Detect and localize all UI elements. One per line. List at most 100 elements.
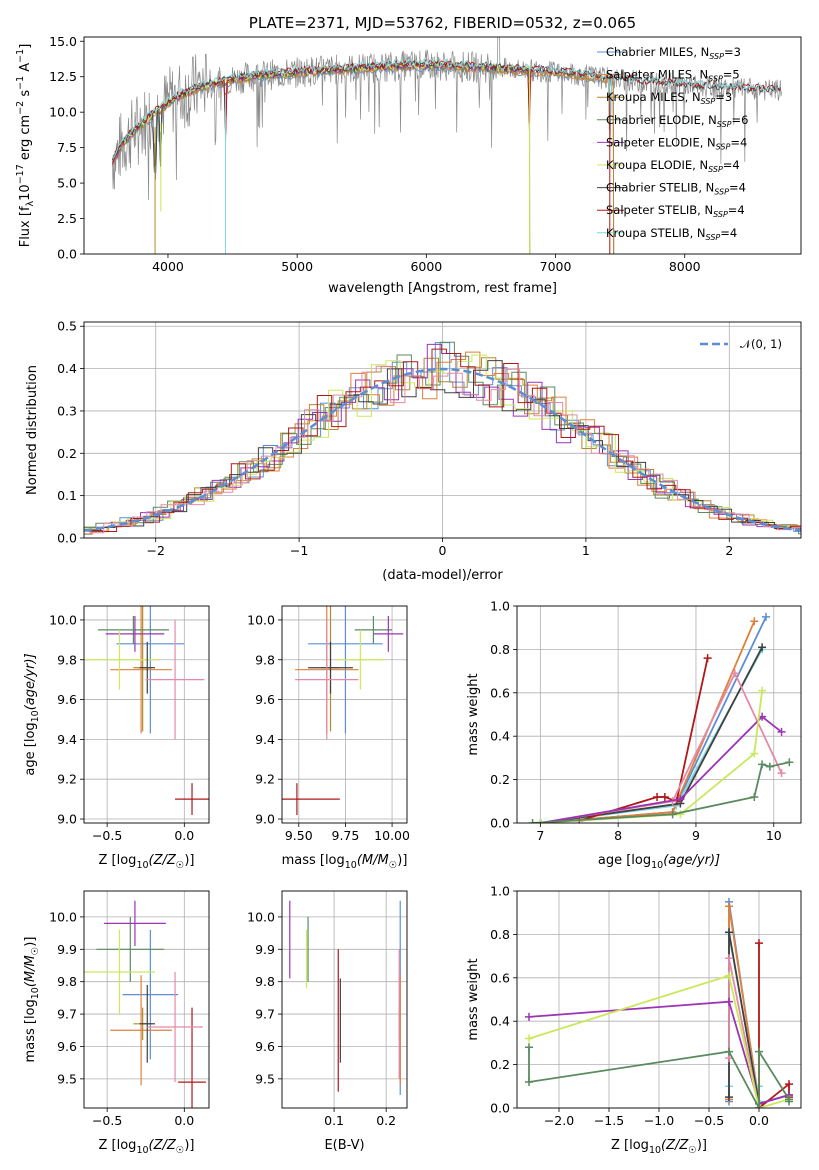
y-tick-label: 10.0 bbox=[49, 105, 77, 120]
mass_vs_Z-panel: −0.5 0.09.59.69.79.89.910.0Z [log10(Z/Z☉)… bbox=[23, 890, 210, 1156]
y-tick-label: 9.6 bbox=[57, 1039, 77, 1054]
legend-label: Kroupa ELODIE, NSSP=4 bbox=[606, 158, 740, 174]
legend-label-name: Salpeter ELODIE, N bbox=[606, 135, 716, 149]
error-bar-point bbox=[178, 1007, 206, 1108]
y-axis-label: mass [log10(M/M☉)] bbox=[23, 937, 41, 1063]
x-tick-label: −1.0 bbox=[644, 1113, 674, 1128]
y-tick-label: 9.4 bbox=[57, 732, 77, 747]
x-tick-label: 8 bbox=[614, 828, 622, 843]
x-axis-label: mass [log10(M/M☉)] bbox=[282, 853, 408, 871]
axes-frame bbox=[516, 890, 802, 1109]
y-tick-label: 0.5 bbox=[57, 319, 77, 334]
y-tick-label: 2.5 bbox=[57, 211, 77, 226]
x-tick-label: 8000 bbox=[669, 259, 701, 274]
residuals-plot-area bbox=[84, 341, 801, 535]
x-axis-label-part: )] bbox=[184, 853, 194, 868]
x-tick-label: −0.5 bbox=[92, 828, 122, 843]
x-axis-label-part: (age/yr)] bbox=[663, 853, 720, 868]
mass_weight_vs_Z-panel: −2.0 −1.5 −1.0 −0.5 0.0 0.0 0.2 0.4 0.6 0.8 1.0 Z [… bbox=[466, 884, 802, 1156]
error-bar-point bbox=[336, 629, 385, 690]
x-tick-label: 5000 bbox=[281, 259, 313, 274]
error-bar-point bbox=[110, 975, 172, 1086]
legend-label-suffix: =6 bbox=[732, 113, 749, 127]
legend-label: Salpeter ELODIE, NSSP=4 bbox=[606, 135, 747, 151]
x-axis-label-part: Z [log bbox=[99, 1138, 137, 1153]
y-tick-label: 9.4 bbox=[255, 732, 275, 747]
y-axis-label-part: ☉ bbox=[30, 947, 41, 956]
x-tick-label: −1.5 bbox=[594, 1113, 624, 1128]
weight-marker bbox=[761, 612, 770, 621]
x-axis-label-part: mass [log bbox=[282, 853, 345, 868]
chart-title: PLATE=2371, MJD=53762, FIBERID=0532, z=0… bbox=[249, 14, 636, 32]
mass_weight_vs_Z-plot-area bbox=[525, 897, 793, 1108]
legend-label-name: Chabrier MILES, N bbox=[606, 45, 709, 59]
x-tick-label: 4000 bbox=[152, 259, 184, 274]
weight-marker bbox=[725, 997, 733, 1006]
legend-label-suffix: =5 bbox=[723, 68, 740, 82]
x-tick-label: 9 bbox=[692, 828, 700, 843]
x-tick-label: 7 bbox=[536, 828, 544, 843]
y-tick-label: 1.0 bbox=[490, 884, 510, 899]
y-tick-label: 7.5 bbox=[57, 140, 77, 155]
legend-label-sub: SSP bbox=[709, 52, 724, 61]
weight-marker bbox=[755, 1104, 763, 1108]
histogram-step bbox=[86, 360, 801, 532]
x-tick-label: 7000 bbox=[540, 259, 572, 274]
weight-marker bbox=[525, 1034, 533, 1043]
legend-label-name: Chabrier ELODIE, N bbox=[606, 113, 717, 127]
legend-label-suffix: =4 bbox=[720, 226, 737, 240]
y-tick-label: 9.6 bbox=[255, 692, 275, 707]
y-axis-label-part: )] bbox=[23, 937, 38, 947]
x-axis-label: (data-model)/error bbox=[382, 568, 503, 583]
weight-marker bbox=[785, 1097, 793, 1106]
y-axis-label: age [log10(age/yr)] bbox=[23, 653, 41, 775]
legend-label-suffix: =4 bbox=[729, 181, 746, 195]
error-bar-point bbox=[282, 783, 340, 816]
y-tick-label: 9.7 bbox=[255, 1007, 275, 1022]
legend-label: Chabrier MILES, NSSP=3 bbox=[606, 45, 741, 61]
error-bar-point bbox=[308, 606, 383, 734]
weight-marker bbox=[750, 792, 759, 801]
weight-marker bbox=[725, 902, 733, 911]
error-bar-point bbox=[84, 629, 159, 690]
error-bar-point bbox=[354, 615, 393, 644]
y-tick-label: 9.8 bbox=[255, 652, 275, 667]
error-bar-point bbox=[110, 606, 172, 734]
weight-line bbox=[578, 657, 709, 822]
model-spectrum-line bbox=[112, 57, 781, 159]
x-axis-label-part: (Z/Z bbox=[661, 1138, 689, 1153]
x-tick-label: −2.0 bbox=[544, 1113, 574, 1128]
x-tick-label: −1 bbox=[290, 543, 308, 558]
axes-frame bbox=[83, 36, 802, 255]
weight-marker bbox=[758, 760, 767, 769]
error-bar-point bbox=[373, 615, 404, 652]
x-tick-label: 10 bbox=[766, 828, 782, 843]
legend-label: 𝒩(0, 1) bbox=[740, 337, 782, 351]
y-axis-label-part: A bbox=[18, 63, 33, 76]
y-axis-label-part: mass [log bbox=[23, 999, 38, 1062]
weight-marker bbox=[528, 819, 537, 823]
x-axis-label: Z [log10(Z/Z☉)] bbox=[99, 853, 195, 871]
error-bar-point bbox=[97, 615, 169, 644]
x-axis-label-part: 10 bbox=[651, 860, 663, 871]
error-bar-point bbox=[308, 641, 353, 694]
y-tick-label: 9.6 bbox=[255, 1039, 275, 1054]
y-tick-label: 0.3 bbox=[57, 403, 77, 418]
weight-marker bbox=[758, 686, 767, 695]
x-tick-label: 10.00 bbox=[374, 828, 410, 843]
x-tick-label: 0.2 bbox=[376, 1113, 396, 1128]
x-axis-label-part: (Z/Z bbox=[149, 853, 177, 868]
weight-marker bbox=[676, 810, 685, 819]
x-tick-label: 0.0 bbox=[174, 828, 194, 843]
model-spectrum-line bbox=[112, 59, 531, 254]
legend-label-sub: SSP bbox=[708, 75, 723, 84]
x-tick-label: 9.75 bbox=[332, 828, 360, 843]
error-bar-point bbox=[145, 619, 205, 740]
legend-label-suffix: =4 bbox=[723, 158, 740, 172]
y-tick-label: 9.2 bbox=[57, 772, 77, 787]
weight-marker bbox=[525, 1077, 533, 1086]
y-axis-label-part: ] bbox=[18, 44, 33, 49]
weight-line bbox=[540, 646, 763, 823]
y-tick-label: 9.0 bbox=[57, 812, 77, 827]
